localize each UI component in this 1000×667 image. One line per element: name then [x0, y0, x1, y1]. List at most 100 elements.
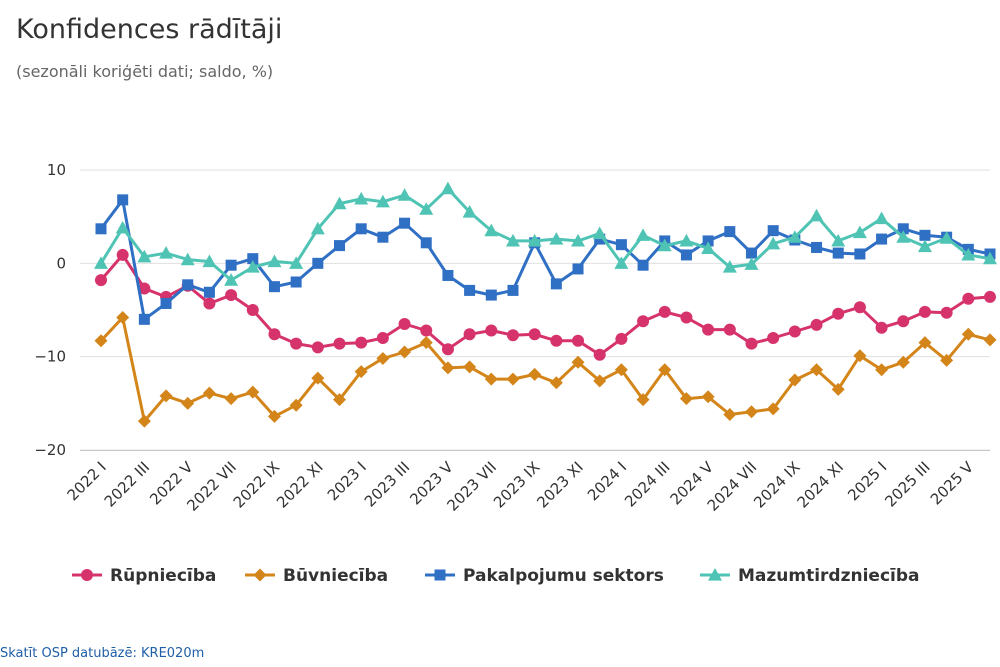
data-point: [94, 256, 108, 269]
data-point: [398, 318, 411, 330]
y-tick-label: −10: [34, 348, 66, 366]
data-point: [117, 194, 129, 206]
data-point: [441, 361, 455, 375]
legend-marker: [708, 568, 722, 581]
data-point: [224, 392, 238, 406]
data-point: [420, 324, 433, 337]
source-database-link[interactable]: Skatīt OSP datubāzē: KRE020m: [0, 646, 205, 661]
data-point: [527, 233, 542, 247]
data-point: [766, 236, 781, 250]
legend-label: Mazumtirdzniecība: [738, 566, 920, 586]
data-point: [310, 221, 325, 235]
data-point: [592, 226, 607, 240]
data-point: [137, 249, 152, 263]
x-tick-label: 2022 III: [101, 458, 153, 510]
data-point: [918, 305, 931, 318]
x-tick-label: 2024 III: [621, 458, 673, 510]
data-point: [115, 220, 130, 234]
data-point: [875, 321, 888, 334]
data-point: [95, 223, 107, 235]
legend-item[interactable]: Būvniecība: [245, 566, 388, 586]
data-point: [832, 247, 844, 259]
data-point: [701, 241, 716, 254]
data-point: [246, 304, 259, 316]
data-point: [679, 233, 694, 247]
data-point: [311, 341, 324, 354]
data-point: [268, 281, 280, 293]
data-point: [767, 225, 779, 237]
data-point: [852, 225, 867, 239]
data-point: [160, 297, 172, 309]
data-point: [919, 229, 931, 241]
data-point: [572, 263, 584, 275]
data-point: [398, 345, 412, 359]
data-point: [550, 278, 562, 290]
data-point: [657, 238, 672, 252]
data-point: [399, 217, 411, 229]
data-point: [354, 365, 368, 379]
data-point: [528, 367, 542, 381]
data-point: [485, 289, 497, 301]
data-point: [138, 313, 150, 325]
data-point: [744, 405, 758, 419]
data-point: [312, 257, 324, 269]
x-tick-label: 2025 V: [927, 458, 978, 509]
data-point: [419, 336, 433, 350]
data-point: [549, 376, 563, 390]
data-point: [247, 253, 259, 265]
y-tick-label: −20: [34, 441, 66, 459]
data-point: [268, 328, 281, 341]
data-point: [334, 240, 346, 252]
data-point: [723, 408, 737, 422]
data-point: [505, 233, 520, 247]
data-point: [810, 363, 824, 377]
data-point: [679, 392, 693, 406]
data-point: [528, 328, 541, 341]
data-point: [507, 284, 519, 296]
data-point: [788, 325, 801, 338]
series-2: [94, 310, 997, 428]
data-point: [420, 237, 432, 249]
data-point: [485, 324, 498, 337]
data-point: [397, 188, 412, 201]
data-point: [896, 230, 911, 243]
legend-label: Pakalpojumu sektors: [463, 566, 664, 586]
legend-item[interactable]: Mazumtirdzniecība: [700, 566, 920, 586]
data-point: [809, 208, 824, 222]
data-point: [615, 332, 628, 345]
data-point: [484, 372, 498, 386]
data-point: [181, 396, 195, 410]
x-tick-label: 2022 XI: [273, 458, 326, 511]
legend-item[interactable]: Rūpniecība: [72, 566, 216, 586]
data-point: [940, 353, 954, 367]
data-point: [572, 334, 585, 347]
data-point: [267, 254, 282, 268]
x-tick-label: 2024 XI: [794, 458, 847, 511]
data-point: [766, 402, 780, 416]
data-point: [377, 231, 389, 243]
legend-marker: [253, 568, 267, 582]
data-point: [571, 233, 586, 247]
legend-marker: [434, 569, 446, 581]
data-point: [832, 307, 845, 320]
y-tick-label: 10: [47, 161, 66, 179]
data-point: [614, 363, 628, 377]
data-point: [506, 372, 520, 386]
legend-item[interactable]: Pakalpojumu sektors: [425, 566, 664, 586]
x-tick-label: 2024 IX: [750, 458, 803, 511]
data-point: [116, 248, 129, 261]
data-point: [180, 252, 195, 266]
data-point: [637, 315, 650, 328]
data-point: [962, 292, 975, 305]
data-point: [745, 247, 757, 259]
series-group: [94, 181, 997, 428]
data-point: [658, 305, 671, 318]
data-point: [788, 373, 802, 387]
data-point: [571, 355, 585, 369]
data-point: [874, 211, 889, 225]
data-point: [680, 249, 692, 261]
data-point: [831, 233, 846, 247]
data-point: [723, 323, 736, 336]
